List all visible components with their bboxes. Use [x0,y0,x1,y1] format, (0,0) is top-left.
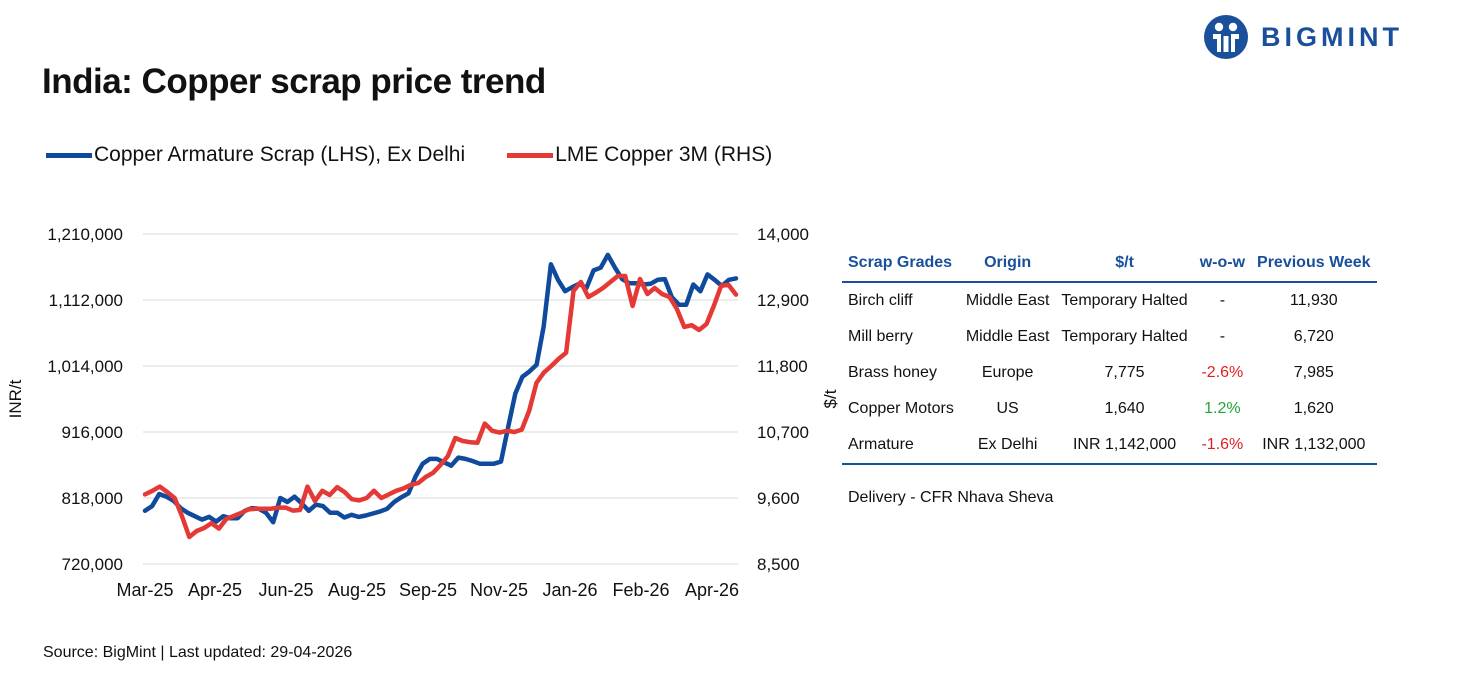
header-price: $/t [1055,248,1194,283]
table-row: Copper Motors US 1,640 1.2% 1,620 [842,391,1377,427]
y-left-tick-label: 1,014,000 [47,357,123,376]
legend-label-armature: Copper Armature Scrap (LHS), Ex Delhi [94,143,466,166]
x-tick-label: Sep-25 [399,580,457,600]
cell-previous-week: 1,620 [1293,400,1334,417]
cell-origin: Middle East [965,292,1050,309]
legend-item-lme: LME Copper 3M (RHS) [507,143,772,167]
cell-price: 7,775 [1104,364,1145,381]
y-left-tick-label: 916,000 [62,423,123,442]
cell-previous-week: 6,720 [1293,328,1334,345]
y-left-tick-label: 720,000 [62,555,123,574]
y-left-tick-label: 1,112,000 [49,291,123,310]
page-title: India: Copper scrap price trend [42,62,546,101]
legend-swatch-armature [46,152,92,158]
x-tick-label: Nov-25 [470,580,528,600]
x-tick-label: Feb-26 [612,580,669,600]
y-right-tick-label: 10,700 [757,423,809,442]
x-tick-label: Mar-25 [116,580,173,600]
cell-origin: US [996,400,1019,417]
cell-price: 1,640 [1104,400,1145,417]
x-tick-label: Apr-26 [685,580,739,600]
cell-previous-week: 11,930 [1289,292,1338,309]
y-right-tick-label: 9,600 [757,489,800,508]
cell-grade: Copper Motors [848,400,954,417]
bigmint-logo: BIGMINT [1203,14,1403,60]
legend-swatch-lme [507,152,554,158]
legend-item-armature: Copper Armature Scrap (LHS), Ex Delhi [46,143,465,167]
legend-label-lme: LME Copper 3M (RHS) [555,143,773,166]
x-tick-label: Aug-25 [328,580,386,600]
cell-wow: -1.6% [1193,427,1252,465]
delivery-note: Delivery - CFR Nhava Sheva [848,489,1054,506]
cell-wow: -2.6% [1201,364,1244,381]
y-left-tick-label: 1,210,000 [47,225,123,244]
y-right-tick-label: 11,800 [757,357,808,376]
y-right-axis-label: $/t [821,389,840,408]
header-previous-week: Previous Week [1251,248,1377,283]
x-tick-label: Jun-25 [258,580,313,600]
y-right-tick-label: 12,900 [757,291,809,310]
cell-wow: 1.2% [1204,400,1241,417]
cell-grade: Mill berry [848,328,913,345]
cell-previous-week: 7,985 [1293,364,1334,381]
table-row: Brass honey Europe 7,775 -2.6% 7,985 [842,355,1377,391]
cell-origin: Middle East [965,328,1050,345]
table-header-row: Scrap Grades Origin $/t w-o-w Previous W… [842,248,1377,283]
source-note: Source: BigMint | Last updated: 29-04-20… [43,644,353,661]
table-row: Birch cliff Middle East Temporary Halted - 1… [842,282,1377,319]
cell-origin: Ex Delhi [959,427,1056,465]
cell-previous-week: INR 1,132,000 [1251,427,1377,465]
header-wow: w-o-w [1193,248,1252,283]
y-left-axis-label: INR/t [6,379,25,418]
x-tick-label: Jan-26 [542,580,597,600]
cell-grade: Birch cliff [848,292,913,309]
y-right-tick-label: 14,000 [757,225,809,244]
cell-grade: Armature [842,427,960,465]
header-origin: Origin [959,248,1056,283]
cell-price: INR 1,142,000 [1055,427,1194,465]
table-row: Mill berry Middle East Temporary Halted - 6,… [842,319,1377,355]
series-line-lme [142,273,739,540]
y-right-tick-label: 8,500 [757,555,800,574]
x-tick-label: Apr-25 [188,580,242,600]
cell-wow: - [1219,328,1226,345]
cell-origin: Europe [981,364,1034,381]
cell-wow: - [1219,292,1226,309]
cell-price: Temporary Halted [1061,292,1188,309]
table-row: Armature Ex Delhi INR 1,142,000 -1.6% INR 1,… [842,427,1377,465]
price-chart: 720,000 8,500 818,000 9,600 916,000 10,700 1,0… [6,225,840,600]
scrap-price-table: Scrap Grades Origin $/t w-o-w Previous W… [842,248,1377,465]
chart-legend: Copper Armature Scrap (LHS), Ex Delhi LM… [46,143,814,167]
bigmint-logo-text: BIGMINT [1261,21,1403,52]
y-left-tick-label: 818,000 [62,489,123,508]
cell-price: Temporary Halted [1061,328,1188,345]
cell-grade: Brass honey [848,364,937,381]
bigmint-logo-icon [1204,15,1248,59]
header-scrap-grades: Scrap Grades [842,248,960,283]
